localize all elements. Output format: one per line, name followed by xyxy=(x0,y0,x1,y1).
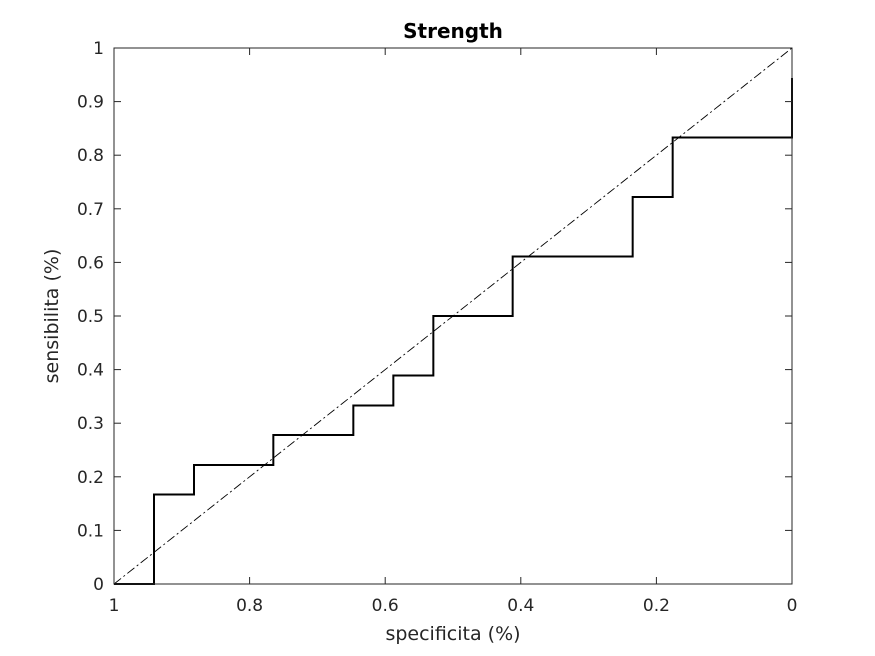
x-tick-label: 0.2 xyxy=(643,596,670,616)
y-tick-label: 1 xyxy=(93,39,104,59)
y-tick-label: 0.2 xyxy=(77,468,104,488)
y-tick-label: 0.8 xyxy=(77,146,104,166)
y-tick-label: 0.6 xyxy=(77,253,104,273)
x-axis-label: specificita (%) xyxy=(385,623,520,645)
y-tick-label: 0.9 xyxy=(77,93,104,113)
chart-title: Strength xyxy=(403,19,503,43)
y-tick-label: 0.1 xyxy=(77,521,104,541)
y-tick-label: 0.7 xyxy=(77,200,104,220)
x-tick-label: 0.4 xyxy=(507,596,534,616)
x-tick-label: 0.6 xyxy=(372,596,399,616)
y-tick-label: 0.4 xyxy=(77,361,104,381)
y-tick-label: 0.3 xyxy=(77,414,104,434)
ticks-layer: 1 0.8 0.6 0.4 0.2 0 0 0.1 0.2 0.3 0.4 0.5 0.6 0.7 0.8 0… xyxy=(77,39,797,616)
y-tick-label: 0 xyxy=(93,575,104,595)
x-tick-label: 1 xyxy=(109,596,120,616)
x-tick-label: 0 xyxy=(787,596,798,616)
y-axis-label: sensibilita (%) xyxy=(41,249,63,384)
series-layer xyxy=(114,78,793,585)
y-tick-label: 0.5 xyxy=(77,307,104,327)
x-tick-label: 0.8 xyxy=(236,596,263,616)
roc-step-curve xyxy=(114,78,793,585)
